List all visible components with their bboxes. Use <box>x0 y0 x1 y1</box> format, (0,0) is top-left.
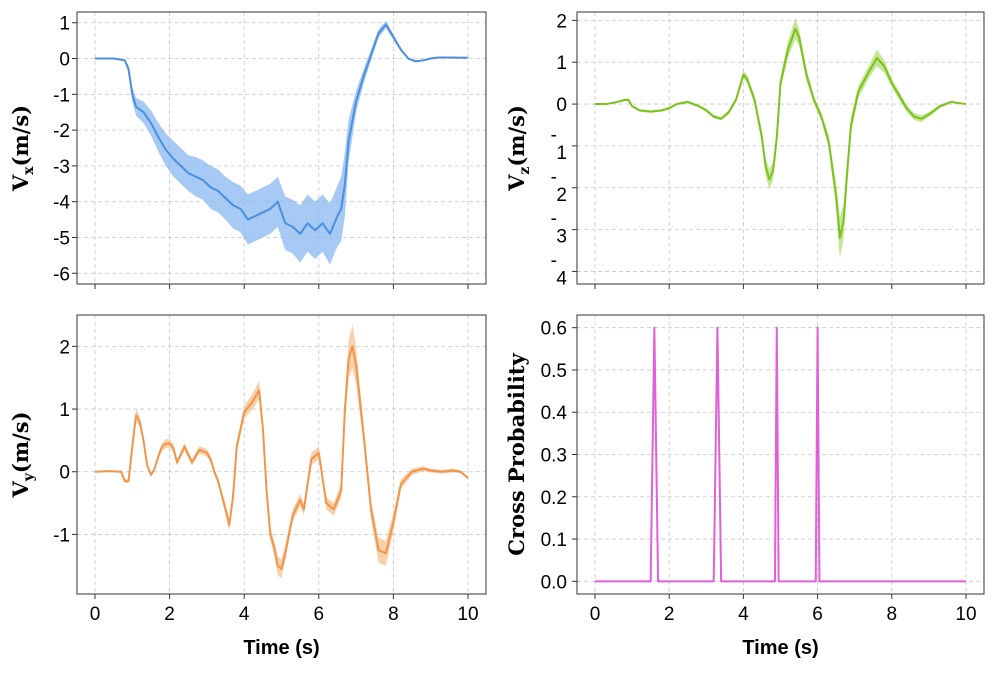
x-tick-label: 4 <box>738 604 749 625</box>
y-tick-label: -2 <box>53 121 70 142</box>
y-tick-label: 2 <box>59 337 70 358</box>
y-tick-label: -5 <box>53 228 70 249</box>
series-line-vx <box>95 23 469 235</box>
y-tick-label: -1 <box>551 125 567 164</box>
x-tick-label: 6 <box>812 604 823 625</box>
x-tick-label: 2 <box>664 604 675 625</box>
panel-vz: 2 1 0 -1-2-3-4 Vz(m/s) <box>504 11 985 289</box>
series-line-vy <box>94 345 469 570</box>
x-tick-label: 0 <box>90 604 101 625</box>
y-tick-label: -1 <box>53 85 70 106</box>
series-line-cross <box>595 326 966 583</box>
y-tick-label: 0.4 <box>541 403 568 424</box>
y-tick-label: 0.5 <box>541 361 567 382</box>
y-axis-label: Vx(m/s) <box>8 105 37 192</box>
x-tick-label: 8 <box>388 604 399 625</box>
x-tick-label: 8 <box>887 604 898 625</box>
y-tick-label: 0 <box>59 50 70 71</box>
x-tick-label: 10 <box>955 604 976 625</box>
panel-vx: 1 0 -1 -2 -3 -4 -5 -6 Vx(m/s) <box>8 11 487 289</box>
x-axis-label: Time (s) <box>742 637 818 659</box>
y-tick-label: 0 <box>59 463 70 484</box>
y-axis-label: Vy(m/s) <box>8 411 37 498</box>
y-tick-label: -4 <box>53 193 70 214</box>
y-tick-label: 1 <box>556 53 567 74</box>
plot-frame <box>76 314 487 595</box>
x-axis-label: Time (s) <box>243 637 319 659</box>
y-axis-label: Vz(m/s) <box>504 105 533 192</box>
y-tick-label: -6 <box>53 264 70 285</box>
plot-frame <box>76 11 487 285</box>
x-tick-label: 10 <box>457 604 478 625</box>
x-tick-label: 0 <box>590 604 601 625</box>
y-tick-label: 1 <box>59 400 70 421</box>
y-tick-label: 0 <box>556 95 567 116</box>
y-tick-label: 0.3 <box>541 446 567 467</box>
y-tick-label: 0.2 <box>541 488 567 509</box>
confidence-band-vy <box>95 324 468 579</box>
y-tick-label: -1 <box>53 525 70 546</box>
y-tick-label: -2 <box>551 167 567 206</box>
y-tick-label: 0.6 <box>541 319 567 340</box>
x-tick-label: 2 <box>164 604 175 625</box>
y-tick-label: 1 <box>59 14 70 35</box>
series-line-vz <box>595 27 967 239</box>
y-tick-label: 2 <box>556 11 567 32</box>
confidence-band-vx <box>95 20 468 265</box>
y-tick-label: -3 <box>53 157 70 178</box>
y-tick-label: -3 <box>551 209 567 248</box>
y-tick-label: 0.0 <box>541 572 567 593</box>
plot-frame <box>576 11 985 285</box>
x-tick-label: 4 <box>239 604 250 625</box>
x-tick-label: 6 <box>314 604 325 625</box>
y-tick-label: 0.1 <box>541 530 567 551</box>
y-axis-label: Cross Probability <box>504 353 529 556</box>
panel-cross: 0 2 4 6 8 10 0.6 0.5 0.4 0.3 0.2 0.1 0.0 Time (s) Cros… <box>504 314 985 659</box>
y-tick-label: -4 <box>551 250 568 289</box>
confidence-band-vz <box>595 18 966 259</box>
